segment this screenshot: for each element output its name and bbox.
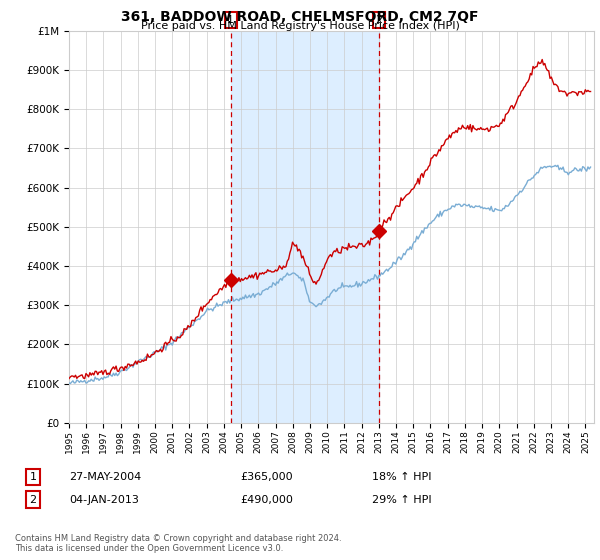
- Text: 04-JAN-2013: 04-JAN-2013: [69, 494, 139, 505]
- Bar: [231, 31, 379, 423]
- Text: 29% ↑ HPI: 29% ↑ HPI: [372, 494, 431, 505]
- Text: 2: 2: [29, 494, 37, 505]
- Text: £365,000: £365,000: [240, 472, 293, 482]
- Text: 18% ↑ HPI: 18% ↑ HPI: [372, 472, 431, 482]
- Text: 1: 1: [227, 15, 235, 25]
- Text: 361, BADDOW ROAD, CHELMSFORD, CM2 7QF: 361, BADDOW ROAD, CHELMSFORD, CM2 7QF: [121, 10, 479, 24]
- Text: Price paid vs. HM Land Registry's House Price Index (HPI): Price paid vs. HM Land Registry's House …: [140, 21, 460, 31]
- Text: 27-MAY-2004: 27-MAY-2004: [69, 472, 141, 482]
- Text: 2: 2: [376, 15, 383, 25]
- Text: £490,000: £490,000: [240, 494, 293, 505]
- Text: 1: 1: [29, 472, 37, 482]
- Text: Contains HM Land Registry data © Crown copyright and database right 2024.
This d: Contains HM Land Registry data © Crown c…: [15, 534, 341, 553]
